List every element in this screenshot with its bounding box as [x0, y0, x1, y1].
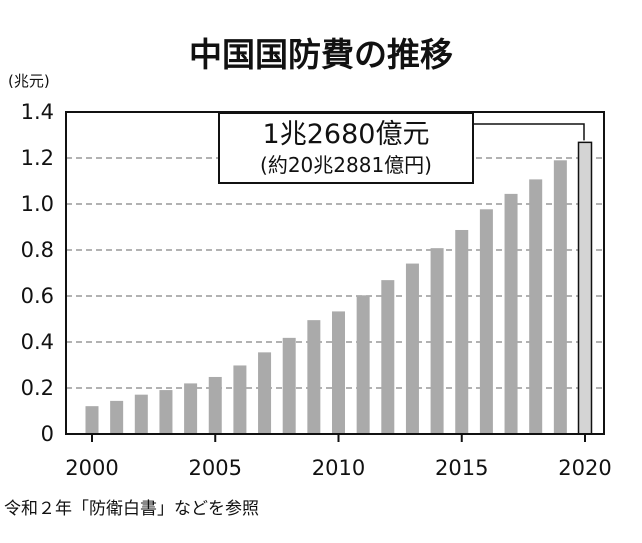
- bar-2012: [381, 280, 395, 434]
- bars: [85, 141, 593, 435]
- y-tick-label: 1.2: [21, 146, 54, 170]
- bar-2009: [307, 320, 321, 434]
- y-tick-label: 0.8: [21, 238, 54, 262]
- y-tick-label: 1.4: [21, 100, 54, 124]
- bar-2019: [553, 160, 567, 435]
- bar-2006: [233, 365, 247, 434]
- chart-title: 中国国防費の推移: [189, 35, 453, 74]
- annotation-sub-text: (約20兆2881億円): [260, 153, 432, 177]
- annotation-box: [218, 112, 474, 184]
- x-tick-label: 2005: [189, 456, 242, 480]
- y-unit-label: (兆元): [8, 72, 50, 90]
- bar-2002: [134, 394, 148, 434]
- bar-2015: [455, 229, 469, 434]
- bar-2004: [184, 383, 198, 434]
- bar-2020: [577, 141, 593, 435]
- y-tick-label: 0.6: [21, 284, 54, 308]
- bar-2001: [110, 400, 124, 434]
- y-tick-label: 0.4: [21, 330, 54, 354]
- annotation-main-text: 1兆2680億元: [263, 119, 430, 150]
- bar-2014: [430, 248, 444, 434]
- bar-2007: [258, 352, 272, 434]
- y-tick-label: 0.2: [21, 376, 54, 400]
- annotation: 1兆2680億元 (約20兆2881億円): [218, 112, 585, 184]
- bar-2000: [85, 406, 99, 434]
- bar-2008: [282, 337, 296, 434]
- x-tick-label: 2020: [558, 456, 611, 480]
- bar-2003: [159, 390, 173, 434]
- bar-2018: [529, 179, 543, 434]
- annotation-leader-line: [473, 123, 585, 141]
- bar-2011: [356, 295, 370, 434]
- y-tick-label: 0: [41, 422, 54, 446]
- y-axis-ticks: 0 0.2 0.4 0.6 0.8 1.0 1.2 1.4: [21, 100, 54, 446]
- x-tick-label: 2000: [65, 456, 118, 480]
- bar-2016: [479, 209, 493, 434]
- bar-2017: [504, 193, 518, 434]
- x-axis-ticks: 2000 2005 2010 2015 2020: [65, 434, 612, 480]
- bar-2010: [332, 311, 345, 434]
- x-tick-label: 2015: [435, 456, 488, 480]
- source-note: 令和２年「防衛白書」などを参照: [4, 499, 259, 519]
- bar-2013: [405, 263, 419, 434]
- y-tick-label: 1.0: [21, 192, 54, 216]
- x-tick-label: 2010: [312, 456, 365, 480]
- bar-2005: [208, 376, 222, 434]
